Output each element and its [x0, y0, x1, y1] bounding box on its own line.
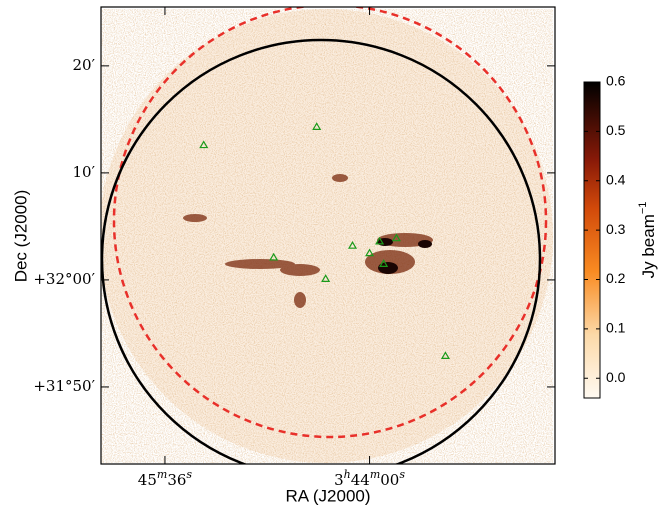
tick-label-part: s: [186, 468, 192, 481]
source-marker: [391, 233, 401, 242]
tick-label-part: h: [344, 468, 351, 481]
colorbar-tick-label: 0.3: [606, 221, 626, 237]
x-tick-label: 45m36s: [138, 468, 193, 489]
source-marker: [199, 140, 209, 149]
source-marker: [347, 240, 358, 249]
y-tick-label: 20′: [73, 56, 96, 74]
tick-label-part: m: [157, 468, 167, 481]
colorbar-tick-label: 0.6: [606, 73, 626, 89]
colorbar-tick-label: 0.2: [606, 270, 626, 286]
colorbar-tick-label: 0.1: [606, 320, 626, 336]
source-marker: [321, 274, 331, 282]
colorbar-tick-label: 0.5: [606, 122, 626, 138]
plot-frame: [100, 6, 556, 465]
y-tick-label: +32°00′: [33, 270, 95, 288]
colorbar-tick-label: 0.0: [606, 369, 626, 385]
source-marker: [379, 259, 389, 267]
colorbar-label: Jy beam−1: [637, 202, 659, 279]
sky-image: [101, 7, 553, 464]
tick-label-part: 36: [167, 471, 186, 489]
source-marker: [365, 248, 375, 257]
tick-label-part: 3: [334, 471, 344, 489]
source-marker: [375, 236, 385, 245]
tick-label-part: m: [370, 468, 380, 481]
y-tick-label: +31°50′: [33, 377, 95, 395]
x-axis-label: RA (J2000): [285, 486, 370, 505]
source-marker: [312, 122, 322, 130]
source-marker: [440, 351, 450, 360]
colorbar: [583, 81, 601, 399]
y-axis-label: Dec (J2000): [11, 190, 30, 283]
tick-label-part: 00: [380, 471, 399, 489]
source-marker: [269, 252, 279, 261]
tick-label-part: s: [399, 468, 405, 481]
tick-label-part: 44: [351, 471, 370, 489]
y-tick-label: 10′: [73, 163, 96, 181]
x-tick-label: 3h44m00s: [334, 468, 405, 489]
colorbar-tick-label: 0.4: [606, 171, 626, 187]
tick-label-part: 45: [138, 471, 157, 489]
